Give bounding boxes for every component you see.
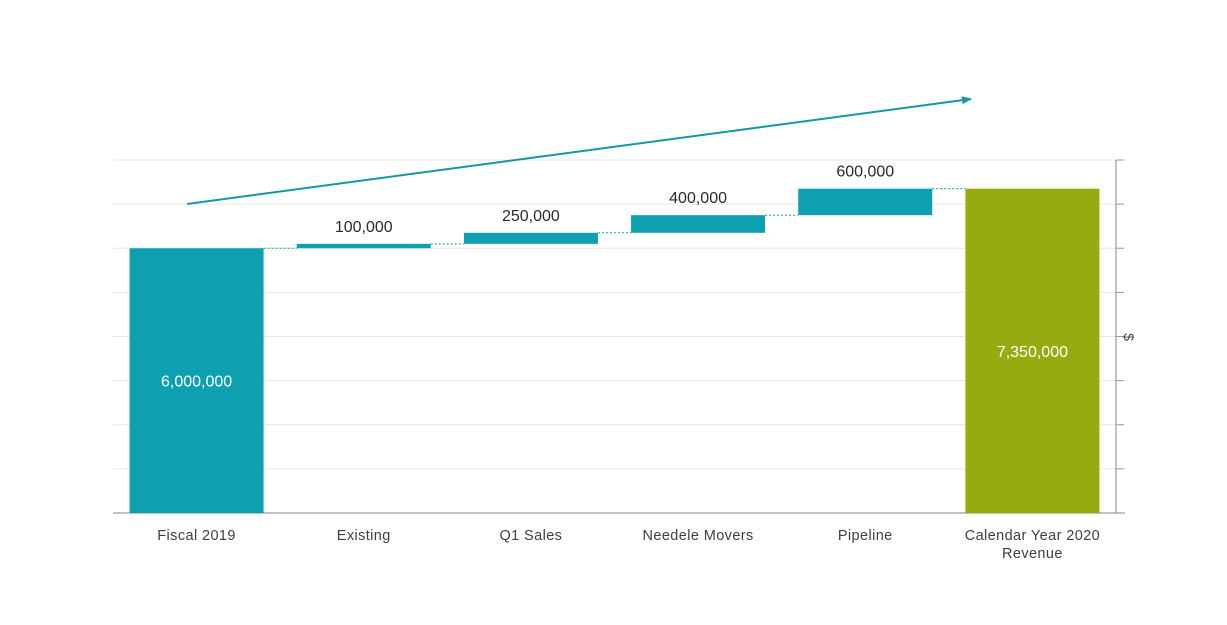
category-label-2: Existing bbox=[337, 528, 391, 544]
bar-3 bbox=[463, 232, 598, 244]
value-label-3: 250,000 bbox=[502, 208, 560, 225]
trend-arrow bbox=[186, 96, 972, 205]
category-label-1: Fiscal 2019 bbox=[157, 528, 236, 544]
category-label-6: Calendar Year 2020 Revenue bbox=[965, 528, 1100, 562]
bar-5 bbox=[798, 188, 933, 216]
value-labels: 6,000,000 100,000 250,000 400,000 600,000 7,3… bbox=[161, 164, 1068, 391]
category-label-4: Needele Movers bbox=[642, 528, 753, 544]
category-labels: Fiscal 2019 Existing Q1 Sales Needele Mover… bbox=[157, 528, 1100, 562]
y-axis-label: $ bbox=[1121, 333, 1137, 341]
value-label-6: 7,350,000 bbox=[997, 344, 1068, 361]
bar-1 bbox=[129, 248, 264, 513]
value-label-2: 100,000 bbox=[335, 219, 393, 236]
bars bbox=[129, 188, 1100, 513]
gridlines bbox=[113, 159, 1125, 514]
value-label-4: 400,000 bbox=[669, 190, 727, 207]
bar-6 bbox=[965, 188, 1100, 513]
value-label-5: 600,000 bbox=[836, 164, 894, 181]
category-label-3: Q1 Sales bbox=[499, 528, 562, 544]
bar-4 bbox=[631, 215, 766, 233]
bar-2 bbox=[296, 243, 431, 249]
connector-lines bbox=[263, 188, 966, 249]
value-label-1: 6,000,000 bbox=[161, 374, 232, 391]
category-label-5: Pipeline bbox=[838, 528, 893, 544]
